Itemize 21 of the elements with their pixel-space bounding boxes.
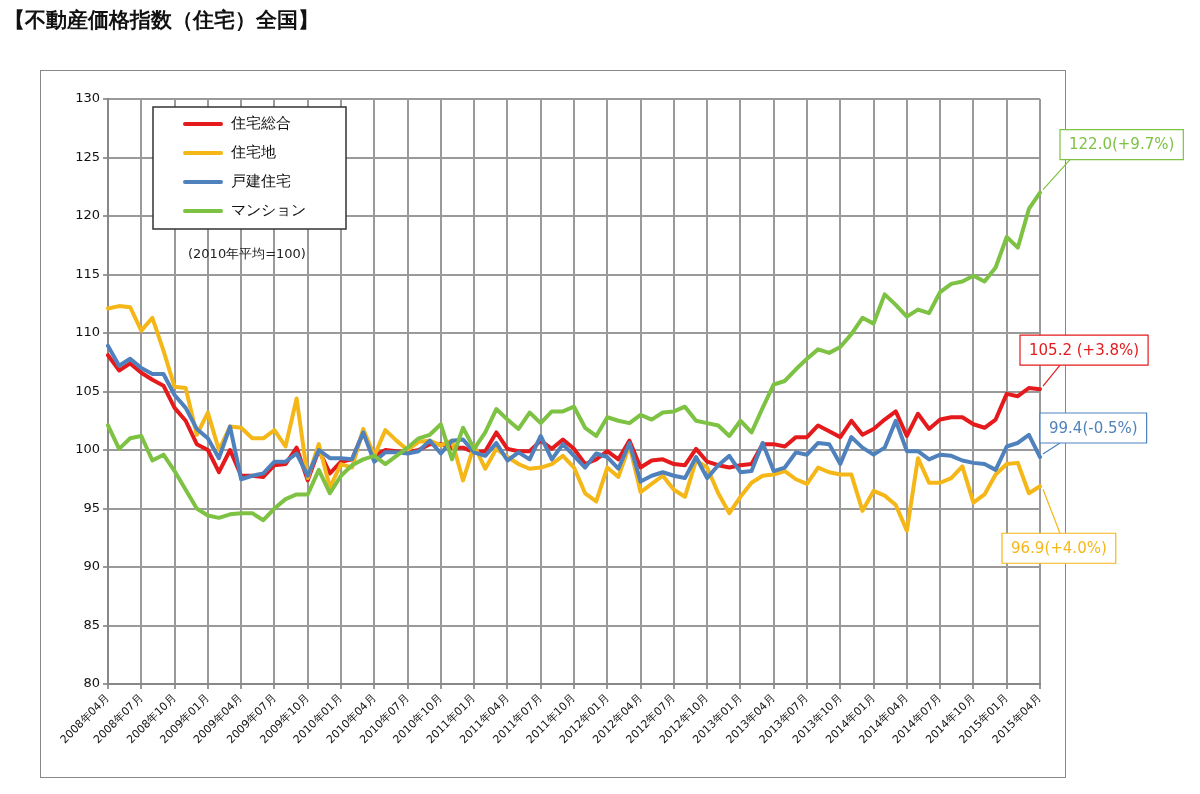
legend-label: 住宅総合 (230, 113, 291, 132)
y-tick-label: 95 (83, 499, 100, 515)
annotation: (2010年平均=100) (188, 246, 306, 262)
y-tick-label: 110 (75, 324, 100, 340)
y-tick-label: 115 (75, 265, 100, 281)
y-tick-label: 130 (75, 90, 100, 106)
annotation: 105.2 (+3.8%) (1029, 341, 1140, 360)
y-tick-label: 120 (75, 207, 100, 223)
y-tick-label: 90 (83, 558, 100, 574)
legend-label: マンション (231, 200, 306, 219)
chart-title: 【不動産価格指数（住宅）全国】 (4, 7, 319, 34)
annotation: 122.0(+9.7%) (1069, 135, 1175, 154)
annotation: 99.4(-0.5%) (1049, 418, 1138, 437)
y-tick-label: 105 (75, 382, 100, 398)
y-tick-label: 100 (75, 441, 100, 457)
legend-label: 戸建住宅 (231, 171, 291, 190)
y-tick-label: 80 (83, 675, 100, 691)
y-tick-label: 85 (83, 616, 100, 632)
annotation: 96.9(+4.0%) (1011, 539, 1107, 558)
y-tick-label: 125 (75, 148, 100, 164)
legend-label: 住宅地 (230, 142, 276, 161)
